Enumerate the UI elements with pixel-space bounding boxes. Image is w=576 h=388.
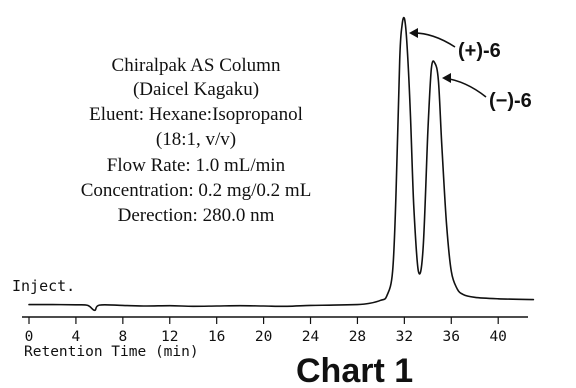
x-axis-tick-labels: 0 4 8 12 16 20 24 28 32 36 40 bbox=[25, 329, 507, 345]
peak-label-minus: (−)-6 bbox=[489, 90, 532, 112]
peak-arrowhead-minus bbox=[442, 73, 451, 83]
x-tick-label: 28 bbox=[349, 329, 366, 345]
peak-arrowhead-plus bbox=[409, 28, 418, 38]
x-tick-label: 24 bbox=[302, 329, 320, 345]
peak-annotation-plus: (+)-6 bbox=[409, 28, 501, 62]
condition-line-3: Eluent: Hexane:Isopropanol bbox=[89, 104, 303, 125]
condition-line-5: Flow Rate: 1.0 mL/min bbox=[107, 155, 286, 176]
x-tick-label: 36 bbox=[443, 329, 460, 345]
x-tick-label: 8 bbox=[118, 329, 127, 345]
condition-line-2: (Daicel Kagaku) bbox=[133, 79, 259, 100]
peak-annotation-minus: (−)-6 bbox=[442, 73, 532, 112]
figure-caption: Chart 1 bbox=[296, 352, 413, 388]
condition-line-6: Concentration: 0.2 mg/0.2 mL bbox=[81, 180, 312, 201]
x-tick-label: 20 bbox=[255, 329, 272, 345]
chromatogram-trace bbox=[28, 16, 535, 312]
inject-label: Inject. bbox=[12, 277, 75, 295]
condition-line-4: (18:1, v/v) bbox=[156, 129, 236, 150]
peak-label-plus: (+)-6 bbox=[458, 40, 501, 62]
x-tick-label: 12 bbox=[161, 329, 178, 345]
x-tick-label: 0 bbox=[25, 329, 34, 345]
x-tick-label: 16 bbox=[208, 329, 225, 345]
conditions-block: Chiralpak AS Column (Daicel Kagaku) Elue… bbox=[81, 55, 312, 226]
x-tick-label: 32 bbox=[396, 329, 413, 345]
condition-line-7: Derection: 280.0 nm bbox=[118, 205, 275, 226]
x-axis-ticks bbox=[28, 317, 499, 324]
x-tick-label: 40 bbox=[489, 329, 506, 345]
condition-line-1: Chiralpak AS Column bbox=[112, 55, 281, 76]
x-tick-label: 4 bbox=[72, 329, 81, 345]
x-axis-title: Retention Time (min) bbox=[24, 344, 199, 360]
